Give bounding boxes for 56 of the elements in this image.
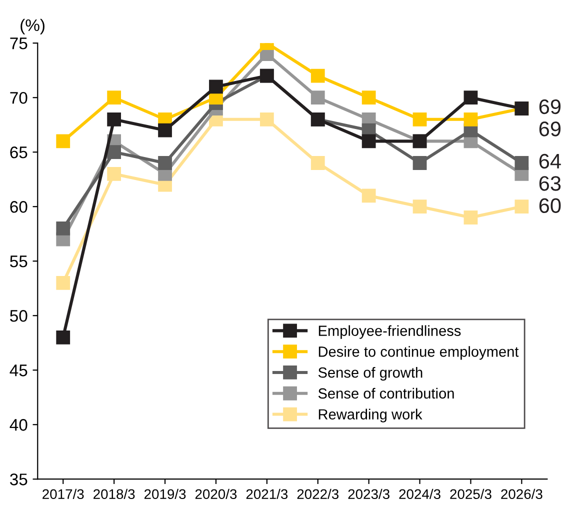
- point: [56, 330, 70, 344]
- point: [158, 156, 172, 170]
- data-label: 69: [539, 122, 561, 136]
- point: [107, 112, 122, 126]
- point: [310, 156, 325, 170]
- legend-label: Sense of contribution: [318, 388, 454, 399]
- point: [260, 112, 274, 126]
- legend-label: Employee-friendliness: [318, 325, 461, 339]
- x-tick-label: 2026/3: [501, 488, 542, 500]
- point: [514, 200, 529, 214]
- legend-label: Desire to continue employment: [318, 346, 519, 360]
- y-tick-label: 50: [10, 310, 28, 322]
- point: [412, 112, 427, 126]
- point: [107, 166, 122, 181]
- point: [107, 90, 122, 105]
- point: [412, 156, 427, 170]
- legend-label: Rewarding work: [318, 408, 422, 422]
- point: [56, 134, 70, 148]
- point: [107, 145, 122, 160]
- y-tick-label: 60: [10, 201, 28, 213]
- point: [514, 156, 529, 170]
- data-label: 64: [539, 154, 561, 169]
- point: [56, 276, 70, 290]
- point: [362, 134, 376, 148]
- data-label: 60: [539, 198, 561, 214]
- y-tick-label: 45: [10, 364, 28, 376]
- y-tick-label: 75: [10, 38, 28, 50]
- point: [310, 68, 325, 83]
- point: [56, 221, 70, 236]
- y-axis-title: (%): [20, 18, 44, 34]
- data-label: 63: [539, 176, 561, 191]
- x-tick-label: 2024/3: [399, 488, 440, 500]
- point: [464, 112, 478, 126]
- point: [209, 80, 223, 94]
- y-tick-label: 40: [10, 419, 28, 431]
- data-label: 69: [539, 99, 561, 114]
- y-tick-label: 70: [10, 92, 28, 104]
- y-tick-label: 55: [10, 256, 28, 268]
- point: [464, 210, 478, 224]
- x-tick-label: 2021/3: [246, 488, 288, 500]
- point: [362, 188, 376, 203]
- point: [158, 123, 172, 138]
- x-tick-label: 2017/3: [42, 488, 84, 500]
- point: [310, 90, 325, 105]
- x-tick-label: 2022/3: [297, 488, 339, 500]
- x-tick-label: 2018/3: [94, 488, 135, 500]
- point: [464, 90, 478, 105]
- point: [412, 200, 427, 214]
- x-tick-label: 2025/3: [450, 488, 492, 500]
- y-tick-label: 65: [10, 146, 28, 158]
- x-tick-label: 2023/3: [348, 488, 390, 500]
- x-tick-label: 2019/3: [144, 488, 186, 500]
- point: [362, 90, 376, 105]
- y-tick-label: 35: [10, 474, 28, 486]
- x-tick-label: 2020/3: [195, 488, 237, 500]
- legend-label: Sense of growth: [318, 367, 422, 381]
